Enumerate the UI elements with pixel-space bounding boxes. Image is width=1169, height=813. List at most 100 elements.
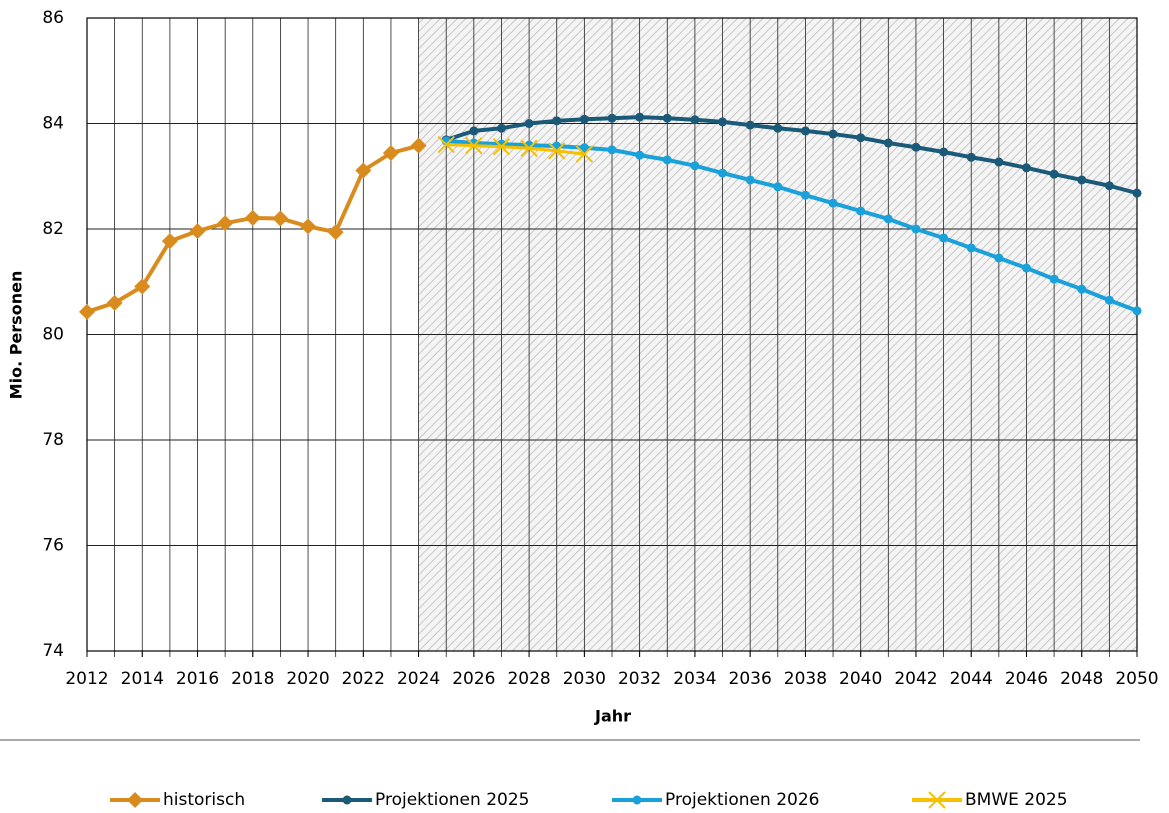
- marker: [1021, 163, 1031, 173]
- x-tick-label: 2040: [839, 669, 882, 689]
- series-line: [446, 143, 585, 156]
- marker: [966, 243, 976, 253]
- x-tick-label: 2024: [397, 669, 440, 689]
- y-tick-label: 78: [42, 430, 64, 450]
- marker: [161, 233, 178, 250]
- x-tick-label: 2022: [342, 669, 385, 689]
- y-tick-label: 76: [42, 536, 64, 556]
- marker: [355, 162, 372, 179]
- legend-marker: [632, 795, 642, 805]
- x-tick-label: 2028: [507, 669, 550, 689]
- x-tick-label: 2044: [950, 669, 993, 689]
- y-axis-title: Mio. Personen: [7, 271, 26, 400]
- legend-item: historisch: [110, 790, 245, 810]
- marker: [828, 129, 838, 139]
- x-tick-label: 2014: [121, 669, 164, 689]
- marker: [939, 233, 949, 243]
- legend-marker: [127, 792, 143, 808]
- plot-border: [86, 17, 1138, 652]
- marker: [496, 123, 506, 133]
- x-tick-label: 2032: [618, 669, 661, 689]
- x-tick-label: 2026: [452, 669, 495, 689]
- marker: [745, 175, 755, 185]
- marker: [662, 155, 672, 165]
- marker: [217, 215, 234, 232]
- marker: [1104, 181, 1114, 191]
- marker: [800, 190, 810, 200]
- marker: [1049, 169, 1059, 179]
- marker: [883, 214, 893, 224]
- marker: [189, 223, 206, 240]
- marker: [911, 142, 921, 152]
- marker: [548, 142, 566, 160]
- marker: [690, 115, 700, 125]
- y-tick-label: 74: [42, 641, 64, 661]
- marker: [410, 137, 427, 154]
- y-tick-label: 82: [42, 219, 64, 239]
- marker: [382, 145, 399, 162]
- marker: [635, 112, 645, 122]
- marker: [79, 303, 95, 320]
- legend-marker: [342, 795, 352, 805]
- x-tick-label: 2030: [563, 669, 606, 689]
- marker: [552, 116, 562, 126]
- x-tick-label: 2020: [286, 669, 329, 689]
- marker: [718, 117, 728, 127]
- y-tick-label: 80: [42, 325, 64, 345]
- marker: [607, 145, 617, 155]
- x-tick-label: 2016: [176, 669, 219, 689]
- marker: [1104, 295, 1114, 305]
- marker: [469, 126, 479, 136]
- marker: [1132, 306, 1142, 316]
- marker: [856, 133, 866, 143]
- x-axis-title: Jahr: [594, 707, 631, 726]
- x-tick-label: 2036: [729, 669, 772, 689]
- x-tick-label: 2012: [65, 669, 108, 689]
- legend-item: Projektionen 2026: [612, 790, 819, 810]
- x-tick-label: 2034: [673, 669, 716, 689]
- legend-marker: [928, 791, 946, 809]
- marker: [939, 147, 949, 157]
- legend-label: Projektionen 2025: [375, 790, 529, 810]
- marker: [994, 253, 1004, 263]
- marker: [966, 152, 976, 162]
- y-tick-label: 86: [42, 8, 64, 28]
- marker: [828, 198, 838, 208]
- x-tick-label: 2038: [784, 669, 827, 689]
- marker: [718, 168, 728, 178]
- marker: [134, 278, 151, 295]
- marker: [579, 114, 589, 124]
- marker: [773, 182, 783, 192]
- legend-label: Projektionen 2026: [665, 790, 819, 810]
- legend-item: Projektionen 2025: [322, 790, 529, 810]
- legend-label: historisch: [163, 790, 245, 810]
- marker: [492, 138, 511, 156]
- marker: [690, 161, 700, 171]
- marker: [1049, 274, 1059, 284]
- marker: [575, 145, 594, 163]
- marker: [607, 113, 617, 123]
- marker: [465, 136, 483, 155]
- marker: [300, 218, 317, 235]
- y-tick-label: 84: [42, 114, 64, 134]
- marker: [579, 143, 589, 153]
- marker: [520, 139, 538, 157]
- marker: [272, 210, 289, 227]
- x-tick-label: 2048: [1060, 669, 1103, 689]
- marker: [635, 150, 645, 160]
- marker: [662, 113, 672, 123]
- legend-label: BMWE 2025: [965, 790, 1068, 810]
- marker: [327, 224, 344, 241]
- marker: [1077, 175, 1087, 185]
- x-tick-label: 2018: [231, 669, 274, 689]
- marker: [524, 119, 534, 128]
- x-tick-label: 2042: [894, 669, 937, 689]
- legend-item: BMWE 2025: [912, 790, 1068, 810]
- marker: [1132, 188, 1142, 198]
- plot-area: 74 76 78 80 82 84 86 2012 2014 2016 2018 2020 2022 20…: [42, 8, 1158, 689]
- marker: [911, 224, 921, 234]
- marker: [994, 157, 1004, 167]
- marker: [437, 135, 455, 154]
- marker: [244, 209, 261, 226]
